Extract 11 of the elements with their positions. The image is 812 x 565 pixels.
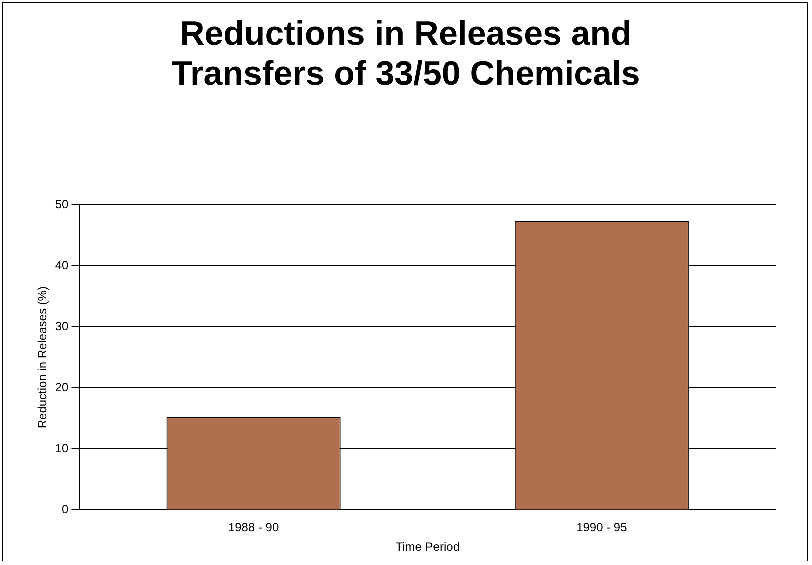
x-tick-label: 1990 - 95	[576, 520, 628, 535]
x-tick-label: 1988 - 90	[228, 520, 280, 535]
y-tick-label: 40	[55, 258, 70, 272]
chart-title: Reductions in Releases and Transfers of 33/50 Chemicals	[170, 14, 642, 94]
y-tick-label: 0	[62, 502, 70, 517]
y-tick-label: 50	[55, 197, 70, 212]
y-axis-title: Reduction in Releases (%)	[36, 286, 50, 429]
y-tick-label: 10	[55, 441, 70, 456]
x-axis-title: Time Period	[396, 540, 460, 554]
y-tick-label: 30	[55, 319, 70, 334]
y-tick-label: 20	[55, 380, 70, 394]
